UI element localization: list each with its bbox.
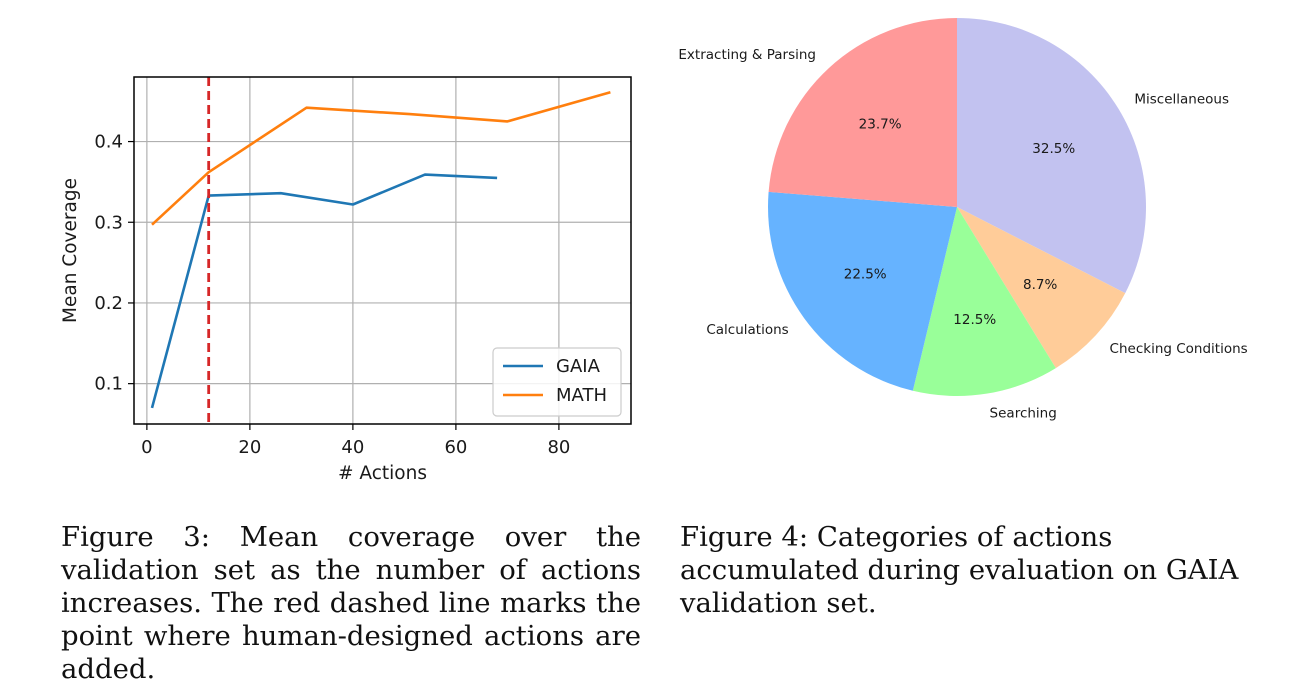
x-tick-label: 60: [444, 437, 467, 458]
slice-label-extracting-parsing: Extracting & Parsing: [678, 47, 816, 63]
slice-label-checking-conditions: Checking Conditions: [1110, 341, 1248, 357]
pie-slice-searching: [912, 207, 1056, 396]
slice-label-calculations: Calculations: [706, 322, 788, 338]
pct-label-calculations: 22.5%: [844, 267, 887, 283]
pct-label-searching: 12.5%: [953, 312, 996, 328]
figure-4: 32.5% Miscellaneous 8.7% Checking Condition…: [660, 0, 1311, 685]
y-tick-label: 0.4: [94, 132, 123, 153]
y-tick-label: 0.2: [94, 293, 123, 314]
pie-slice-extracting-parsing: [768, 18, 957, 207]
x-tick-label: 40: [341, 437, 364, 458]
slice-label-searching: Searching: [990, 405, 1057, 421]
pie-slice-checking-conditions: [957, 207, 1126, 369]
x-axis-label: # Actions: [338, 463, 427, 484]
pct-label-miscellaneous: 32.5%: [1032, 141, 1075, 157]
pct-label-extracting-parsing: 23.7%: [859, 117, 902, 133]
legend: GAIA MATH: [492, 347, 622, 417]
series-line-gaia: [150, 173, 498, 409]
series-line-math: [151, 91, 611, 226]
x-tick-label: 20: [238, 437, 261, 458]
pct-label-checking-conditions: 8.7%: [1023, 277, 1057, 293]
slice-label-miscellaneous: Miscellaneous: [1134, 92, 1229, 108]
x-tick-label: 80: [547, 437, 570, 458]
legend-label-math: MATH: [556, 385, 607, 406]
line-chart: 0 20 40 60 80 0.1 0.2 0.3 0.4 # Actions Mean Cover…: [60, 76, 632, 484]
figure-3: 0 20 40 60 80 0.1 0.2 0.3 0.4 # Actions Mean Cover…: [60, 76, 632, 484]
y-tick-label: 0.1: [94, 374, 123, 395]
pie-slice-miscellaneous: [957, 18, 1146, 294]
pie-slice-calculations: [768, 191, 957, 391]
y-tick-label: 0.3: [94, 212, 123, 233]
legend-label-gaia: GAIA: [556, 356, 601, 377]
plot-frame: [133, 76, 632, 425]
x-tick-label: 0: [141, 437, 152, 458]
y-axis-label: Mean Coverage: [60, 178, 81, 323]
figure-4-caption: Figure 4: Categories of actions accumula…: [680, 521, 1239, 619]
pie-chart: 32.5% Miscellaneous 8.7% Checking Condition…: [678, 18, 1248, 421]
figure-3-caption: Figure 3: Mean coverage over the validat…: [61, 521, 641, 685]
